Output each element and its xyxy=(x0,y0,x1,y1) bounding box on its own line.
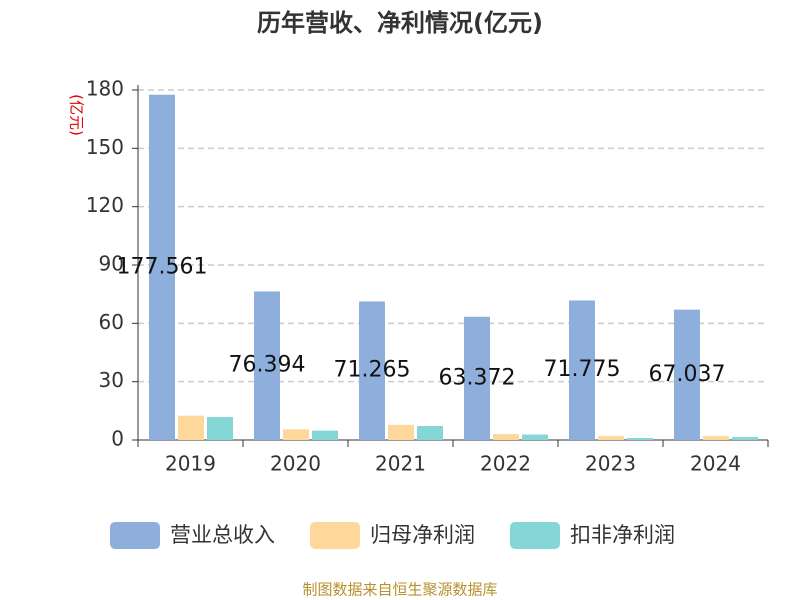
x-tick-label: 2019 xyxy=(165,452,216,476)
bar xyxy=(312,430,338,440)
data-label: 71.265 xyxy=(334,358,411,383)
x-tick-label: 2020 xyxy=(270,452,321,476)
chart-title: 历年营收、净利情况(亿元) xyxy=(257,9,543,37)
y-tick-label: 0 xyxy=(111,427,124,451)
data-label: 67.037 xyxy=(649,362,726,387)
bar xyxy=(732,437,758,440)
bar xyxy=(207,417,233,440)
x-tick-label: 2024 xyxy=(690,452,741,476)
bar xyxy=(569,300,595,440)
legend-swatch xyxy=(510,522,560,549)
y-tick-label: 90 xyxy=(99,252,124,276)
x-tick-label: 2021 xyxy=(375,452,426,476)
legend-label: 营业总收入 xyxy=(170,523,275,547)
bar xyxy=(283,429,309,440)
bar xyxy=(522,434,548,440)
legend-label: 归母净利润 xyxy=(370,523,475,547)
data-label: 63.372 xyxy=(439,365,516,390)
y-tick-label: 180 xyxy=(86,77,124,101)
legend-swatch xyxy=(310,522,360,549)
y-tick-label: 150 xyxy=(86,135,124,159)
bar xyxy=(627,438,653,440)
bar xyxy=(598,436,624,440)
y-tick-label: 30 xyxy=(99,368,124,392)
bar xyxy=(703,436,729,440)
x-tick-label: 2022 xyxy=(480,452,531,476)
bar xyxy=(674,309,700,440)
bar xyxy=(493,434,519,440)
x-tick-label: 2023 xyxy=(585,452,636,476)
source-note: 制图数据来自恒生聚源数据库 xyxy=(302,581,497,599)
bar xyxy=(464,316,490,440)
bar xyxy=(254,291,280,440)
legend-swatch xyxy=(110,522,160,549)
y-axis-label: (亿元) xyxy=(68,94,86,136)
bar xyxy=(149,94,175,441)
bar xyxy=(388,424,414,440)
legend-label: 扣非净利润 xyxy=(570,523,675,547)
data-label: 177.561 xyxy=(117,254,208,279)
bar xyxy=(417,426,443,440)
bar xyxy=(359,301,385,440)
y-tick-label: 60 xyxy=(99,310,124,334)
bar xyxy=(178,415,204,440)
data-label: 71.775 xyxy=(544,357,621,382)
y-tick-label: 120 xyxy=(86,193,124,217)
data-label: 76.394 xyxy=(229,353,306,378)
